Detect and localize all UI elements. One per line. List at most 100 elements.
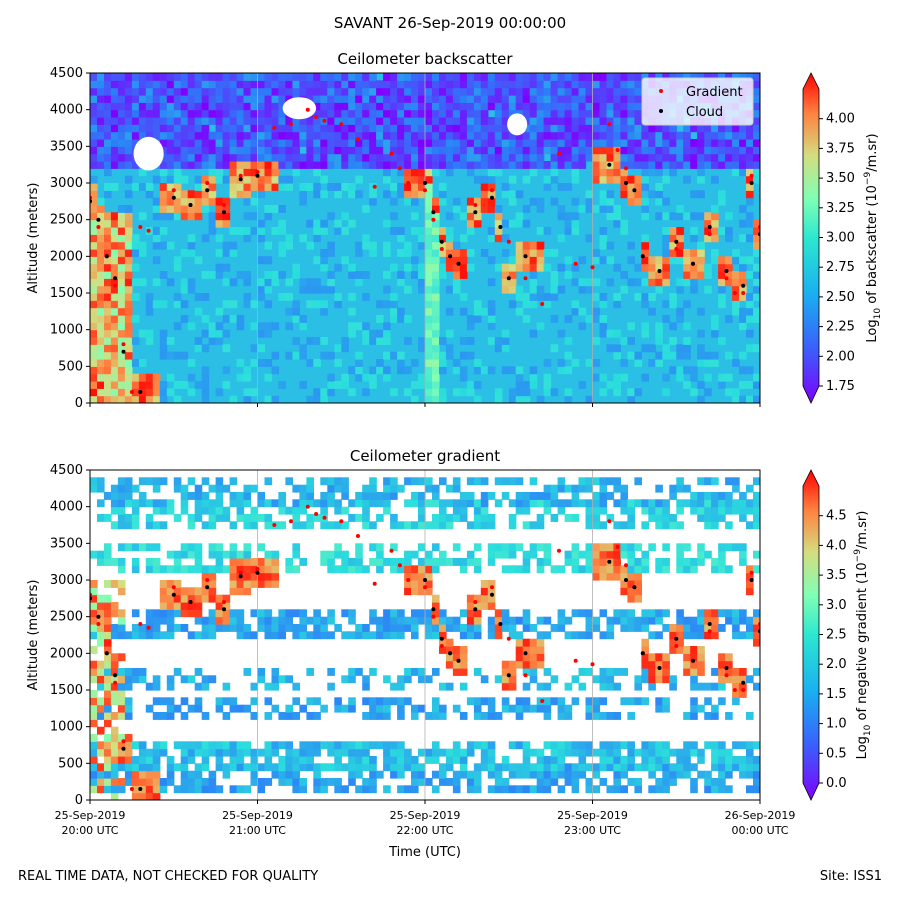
backscatter-cell — [564, 395, 573, 403]
backscatter-cell — [515, 293, 524, 301]
backscatter-cell — [341, 344, 349, 353]
backscatter-cell — [425, 219, 433, 228]
backscatter-cell — [732, 73, 740, 81]
gradient-cell — [292, 770, 300, 779]
gradient-cell — [418, 565, 426, 574]
backscatter-cell — [466, 212, 475, 221]
gradient-cell — [676, 609, 684, 618]
gradient-cell — [355, 543, 363, 552]
backscatter-cell — [662, 388, 670, 397]
backscatter-cell — [452, 241, 461, 250]
gradient-cell — [697, 543, 705, 552]
backscatter-cell — [131, 359, 140, 367]
gradient-cell — [104, 492, 112, 500]
backscatter-cell — [145, 300, 154, 309]
backscatter-cell — [131, 139, 140, 147]
backscatter-cell — [271, 73, 280, 81]
backscatter-cell — [613, 344, 621, 353]
gradient-cell — [138, 631, 147, 640]
gradient-cell — [334, 521, 342, 530]
backscatter-cell — [285, 161, 293, 169]
gradient-cell — [536, 756, 545, 764]
backscatter-cell — [334, 153, 342, 162]
backscatter-cell — [355, 351, 363, 360]
gradient-cell — [697, 682, 705, 691]
backscatter-cell — [487, 234, 496, 243]
backscatter-cell — [571, 95, 580, 103]
backscatter-cell — [627, 109, 635, 118]
backscatter-cell — [432, 219, 440, 228]
gradient-cell — [208, 499, 217, 508]
gradient-cell — [704, 521, 712, 530]
gradient-cell — [264, 609, 273, 618]
backscatter-cell — [529, 102, 538, 111]
gradient-cell — [564, 499, 573, 508]
backscatter-cell — [487, 117, 496, 125]
backscatter-cell — [418, 337, 426, 345]
backscatter-cell — [110, 161, 119, 169]
backscatter-cell — [159, 102, 168, 111]
backscatter-cell — [494, 73, 503, 81]
backscatter-cell — [515, 95, 524, 103]
gradient-cell — [404, 580, 412, 588]
gradient-cell — [180, 763, 189, 772]
backscatter-cell — [97, 234, 105, 243]
gradient-cell — [494, 499, 503, 508]
backscatter-cell — [334, 131, 342, 140]
backscatter-cell — [257, 344, 266, 353]
gradient-cell — [425, 616, 433, 625]
backscatter-cell — [383, 351, 391, 360]
backscatter-cell — [117, 366, 126, 375]
backscatter-cell — [432, 102, 440, 111]
cloud-point — [607, 162, 612, 167]
backscatter-cell — [299, 87, 307, 96]
gradient-cell — [173, 550, 182, 559]
gradient-cell — [641, 653, 649, 662]
backscatter-cell — [536, 146, 545, 155]
gradient-cell — [655, 558, 663, 566]
backscatter-cell — [613, 175, 621, 184]
y-tick-label: 2000 — [50, 249, 83, 264]
gradient-cell — [620, 668, 628, 676]
gradient-cell — [152, 624, 161, 632]
backscatter-cell — [425, 117, 433, 125]
backscatter-cell — [104, 95, 112, 103]
backscatter-cell — [613, 351, 621, 360]
backscatter-cell — [425, 87, 433, 96]
backscatter-cell — [138, 168, 147, 177]
backscatter-cell — [571, 197, 580, 206]
backscatter-cell — [676, 366, 684, 375]
gradient-cell — [432, 624, 440, 632]
gradient-cell — [508, 565, 517, 574]
backscatter-cell — [620, 153, 628, 162]
gradient-cell — [236, 565, 245, 574]
backscatter-cell — [746, 395, 754, 403]
gradient-cell — [501, 660, 510, 669]
gradient-cell — [124, 682, 133, 691]
gradient-cell — [271, 624, 280, 632]
gradient-cell — [711, 631, 719, 640]
gradient-cell — [271, 748, 280, 757]
gradient-cell — [348, 675, 356, 684]
gradient-cell — [208, 624, 217, 632]
backscatter-cell — [131, 337, 140, 345]
gradient-cell — [159, 499, 168, 508]
gradient-cell — [732, 756, 740, 764]
backscatter-cell — [557, 329, 566, 338]
gradient-cell — [369, 668, 377, 676]
gradient-cell — [313, 624, 321, 632]
backscatter-cell — [445, 80, 454, 89]
backscatter-cell — [173, 212, 182, 221]
gradient-cell — [620, 624, 628, 632]
backscatter-cell — [753, 344, 760, 353]
gradient-cell — [320, 550, 328, 559]
gradient-cell — [473, 602, 482, 610]
backscatter-cell — [606, 139, 615, 147]
backscatter-cell — [383, 271, 391, 279]
backscatter-cell — [264, 175, 273, 184]
gradient-cell — [124, 668, 133, 676]
gradient-cell — [543, 616, 552, 625]
backscatter-cell — [110, 300, 119, 309]
backscatter-cell — [578, 285, 587, 294]
backscatter-cell — [683, 366, 691, 375]
